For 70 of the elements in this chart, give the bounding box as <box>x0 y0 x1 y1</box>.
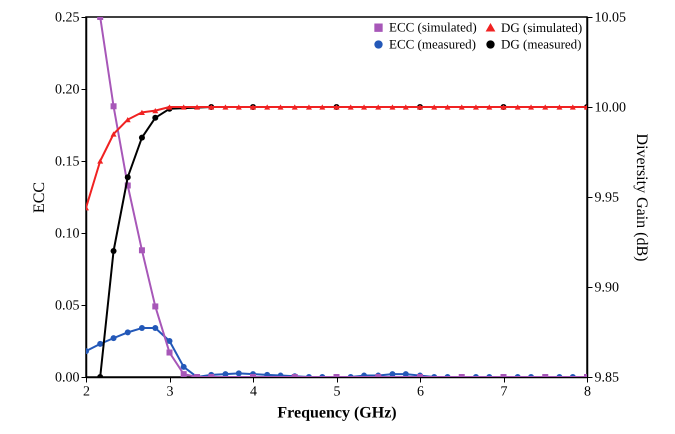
point <box>166 350 172 356</box>
y-tick-label: 0.05 <box>55 298 80 314</box>
point <box>444 104 451 110</box>
point <box>166 338 172 344</box>
y2-tick-label: 9.90 <box>594 280 619 296</box>
point <box>528 104 534 110</box>
point <box>110 248 117 254</box>
point <box>514 104 521 110</box>
y-tick-label: 0.10 <box>55 226 80 242</box>
legend-label: ECC (simulated) <box>389 20 477 35</box>
legend-label: DG (measured) <box>501 36 582 52</box>
point <box>110 131 117 137</box>
y2-tick-label: 9.95 <box>594 190 619 206</box>
point <box>110 103 117 110</box>
x-tick-label: 4 <box>250 384 257 400</box>
point <box>458 104 465 110</box>
point <box>180 371 187 377</box>
point <box>138 110 145 115</box>
y2-tick-label: 10.05 <box>594 10 626 26</box>
point <box>236 104 242 110</box>
legend-label: DG (simulated) <box>501 20 582 35</box>
y-tick-label: 0.15 <box>55 154 80 170</box>
point <box>97 340 104 347</box>
legend-label: ECC (measured) <box>389 36 476 52</box>
point <box>556 104 562 110</box>
point <box>361 104 368 110</box>
point <box>292 104 298 110</box>
point <box>152 108 158 114</box>
point <box>319 104 326 110</box>
point <box>138 325 145 332</box>
point <box>152 325 158 332</box>
point <box>542 104 548 110</box>
point <box>152 114 158 121</box>
point <box>348 104 354 110</box>
point <box>306 104 312 110</box>
point <box>124 174 131 180</box>
x-axis-title: Frequency (GHz) <box>277 404 397 422</box>
x-tick-label: 3 <box>166 384 174 400</box>
point <box>264 104 270 110</box>
y-tick-label: 0.00 <box>55 370 80 386</box>
y-tick-label: 0.20 <box>55 82 80 98</box>
point <box>138 247 145 254</box>
point <box>486 104 492 110</box>
y-tick-label: 0.25 <box>55 10 80 26</box>
point <box>180 104 187 110</box>
point <box>236 370 242 376</box>
point <box>375 104 382 110</box>
point <box>97 158 104 164</box>
x-tick-label: 2 <box>83 384 90 400</box>
y2-axis-title: Diversity Gain (dB) <box>633 134 650 262</box>
x-tick-label: 7 <box>500 384 508 400</box>
point <box>278 104 284 110</box>
point <box>110 335 117 342</box>
point <box>138 134 145 141</box>
y2-tick-label: 10.00 <box>594 100 626 116</box>
point <box>389 104 396 110</box>
point <box>152 303 158 310</box>
point <box>472 104 479 110</box>
point <box>431 104 438 110</box>
point <box>402 104 409 110</box>
point <box>222 104 228 110</box>
x-tick-label: 6 <box>417 384 424 400</box>
y-axis-title: ECC <box>31 182 48 214</box>
x-tick-label: 5 <box>334 384 340 400</box>
point <box>194 104 200 110</box>
point <box>124 329 131 336</box>
point <box>570 104 576 110</box>
x-tick-label: 8 <box>584 384 591 400</box>
point <box>180 364 187 370</box>
y2-tick-label: 9.85 <box>594 370 619 386</box>
